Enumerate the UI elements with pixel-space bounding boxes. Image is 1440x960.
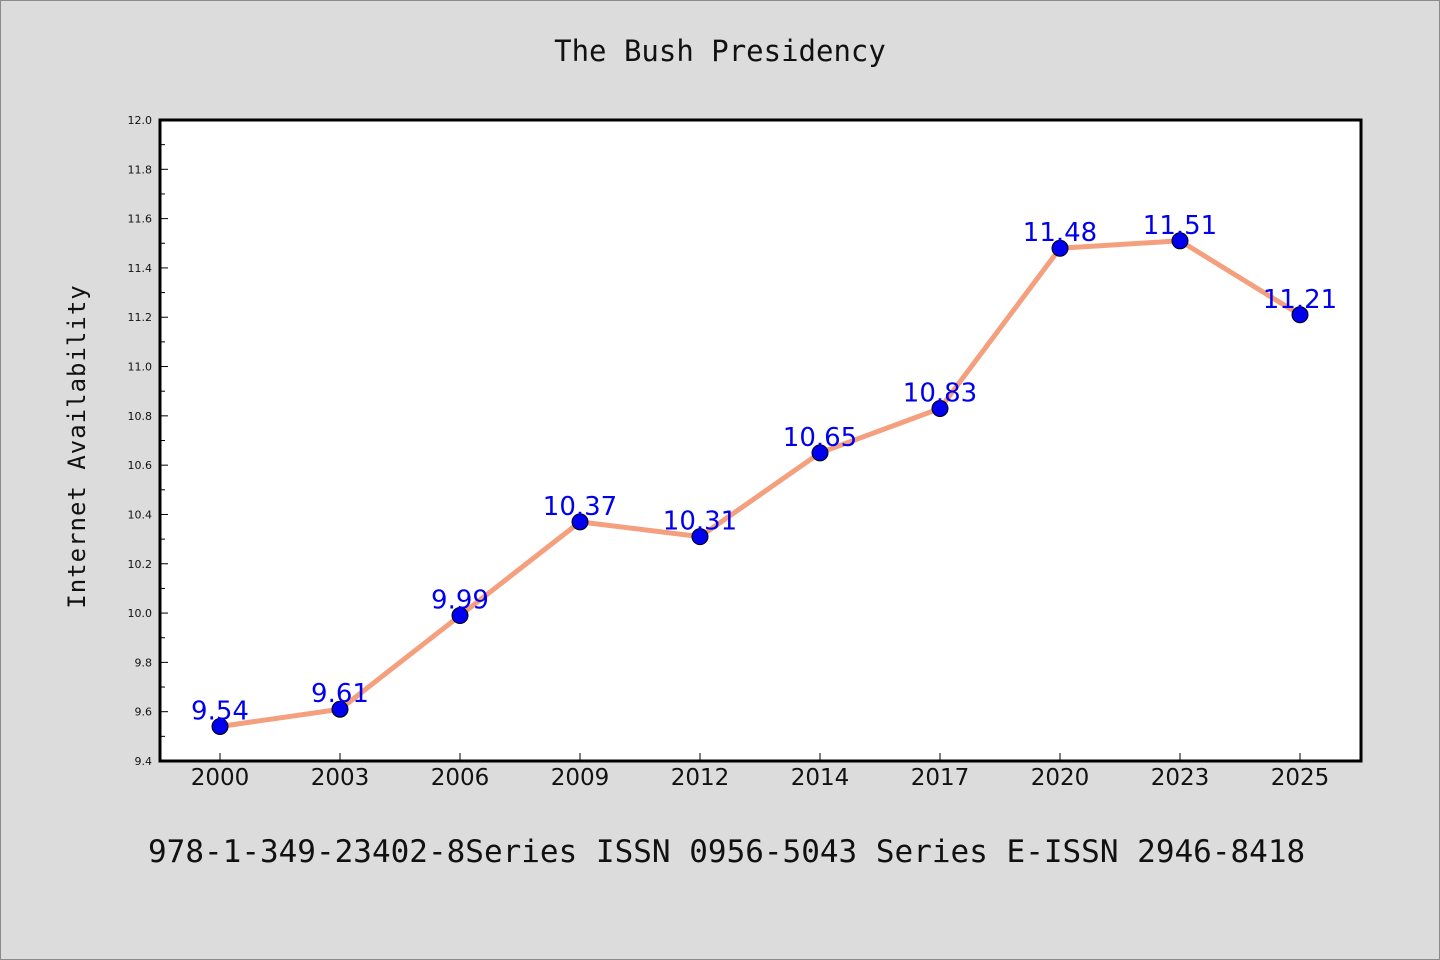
x-tick-label: 2020 (1031, 765, 1090, 791)
y-tick-label: 9.6 (135, 706, 153, 719)
data-point (331, 700, 349, 718)
x-tick-label: 2003 (311, 765, 370, 791)
y-tick-label: 11.2 (128, 311, 153, 324)
data-label: 10.65 (783, 423, 857, 453)
x-tick-label: 2009 (551, 765, 610, 791)
data-label: 10.37 (543, 492, 617, 522)
y-tick-label: 10.2 (128, 558, 153, 571)
y-tick-label: 11.4 (128, 262, 153, 275)
x-tick-label: 2023 (1151, 765, 1210, 791)
data-point (1051, 239, 1069, 257)
data-point (571, 513, 589, 531)
y-tick-label: 11.6 (128, 213, 153, 226)
y-tick-label: 10.0 (128, 607, 153, 620)
y-tick-label: 9.8 (135, 656, 153, 669)
y-tick-label: 11.8 (128, 163, 153, 176)
data-label: 11.51 (1143, 211, 1217, 241)
footer-isbn-issn: 978-1-349-23402-8Series ISSN 0956-5043 S… (148, 834, 1306, 870)
data-label: 10.31 (663, 507, 737, 537)
data-point (931, 399, 949, 417)
series-line (217, 238, 1303, 729)
chart-title: The Bush Presidency (554, 34, 886, 68)
data-label: 9.99 (431, 586, 489, 616)
y-tick-label: 12.0 (128, 114, 153, 127)
data-point (1291, 306, 1309, 324)
plot-area (158, 118, 1363, 763)
data-label: 11.21 (1263, 285, 1337, 315)
data-point (811, 444, 829, 462)
y-tick-label: 10.6 (128, 459, 153, 472)
y-tick-label: 10.8 (128, 410, 153, 423)
data-label: 9.61 (311, 679, 369, 709)
data-point (1171, 232, 1189, 250)
x-tick-label: 2025 (1271, 765, 1330, 791)
x-tick-label: 2000 (191, 765, 250, 791)
x-tick-label: 2006 (431, 765, 490, 791)
x-tick-label: 2012 (671, 765, 730, 791)
x-tick-label: 2017 (911, 765, 970, 791)
data-point (691, 528, 709, 546)
data-point (451, 607, 469, 625)
data-label: 11.48 (1023, 218, 1097, 248)
data-label: 10.83 (903, 378, 977, 408)
data-point (211, 717, 229, 735)
y-tick-label: 11.0 (128, 361, 153, 374)
data-label: 9.54 (191, 696, 249, 726)
y-tick-label: 9.4 (135, 755, 153, 768)
y-axis-label: Internet Availability (63, 284, 91, 608)
y-tick-label: 10.4 (128, 508, 153, 521)
x-tick-label: 2014 (791, 765, 850, 791)
